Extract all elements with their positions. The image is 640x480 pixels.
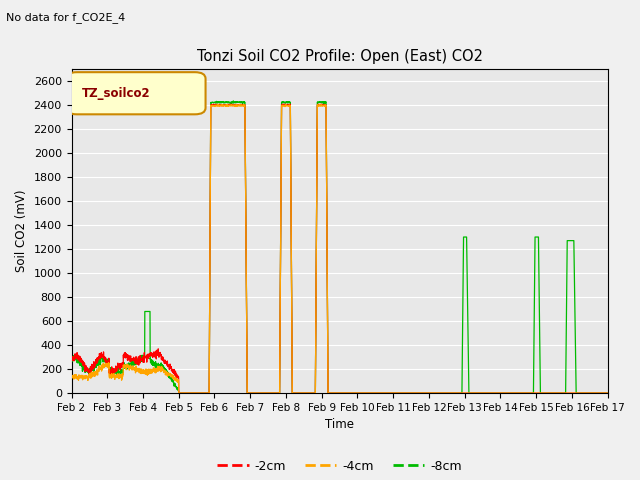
-4cm: [129, 366, 136, 372]
-4cm: [593, 390, 601, 396]
-4cm: [161, 367, 168, 373]
-4cm: [297, 390, 305, 396]
FancyBboxPatch shape: [66, 72, 205, 114]
-4cm: [274, 390, 282, 396]
Y-axis label: Soil CO2 (mV): Soil CO2 (mV): [15, 190, 28, 272]
-8cm: [68, 355, 76, 361]
-8cm: [161, 367, 168, 372]
X-axis label: Time: Time: [325, 419, 354, 432]
-4cm: [175, 390, 182, 396]
-2cm: [297, 390, 305, 396]
-8cm: [129, 361, 136, 367]
-4cm: [604, 390, 611, 396]
-8cm: [604, 390, 611, 396]
-2cm: [273, 390, 281, 396]
-8cm: [274, 390, 282, 396]
-8cm: [175, 390, 182, 396]
-8cm: [536, 334, 543, 339]
-4cm: [68, 373, 76, 379]
-2cm: [536, 390, 543, 396]
Line: -8cm: -8cm: [72, 101, 607, 393]
Line: -2cm: -2cm: [72, 104, 607, 393]
-4cm: [536, 390, 543, 396]
-8cm: [593, 390, 601, 396]
-4cm: [223, 102, 231, 108]
Text: TZ_soilco2: TZ_soilco2: [83, 87, 151, 100]
-2cm: [604, 390, 611, 396]
-2cm: [129, 358, 136, 363]
Legend: -2cm, -4cm, -8cm: -2cm, -4cm, -8cm: [212, 455, 467, 478]
-2cm: [317, 101, 325, 107]
-2cm: [175, 390, 182, 396]
Line: -4cm: -4cm: [72, 105, 607, 393]
Title: Tonzi Soil CO2 Profile: Open (East) CO2: Tonzi Soil CO2 Profile: Open (East) CO2: [196, 48, 483, 63]
-2cm: [68, 357, 76, 363]
-8cm: [297, 390, 305, 396]
-2cm: [161, 359, 168, 364]
Text: No data for f_CO2E_4: No data for f_CO2E_4: [6, 12, 125, 23]
-2cm: [593, 390, 601, 396]
-8cm: [230, 98, 237, 104]
